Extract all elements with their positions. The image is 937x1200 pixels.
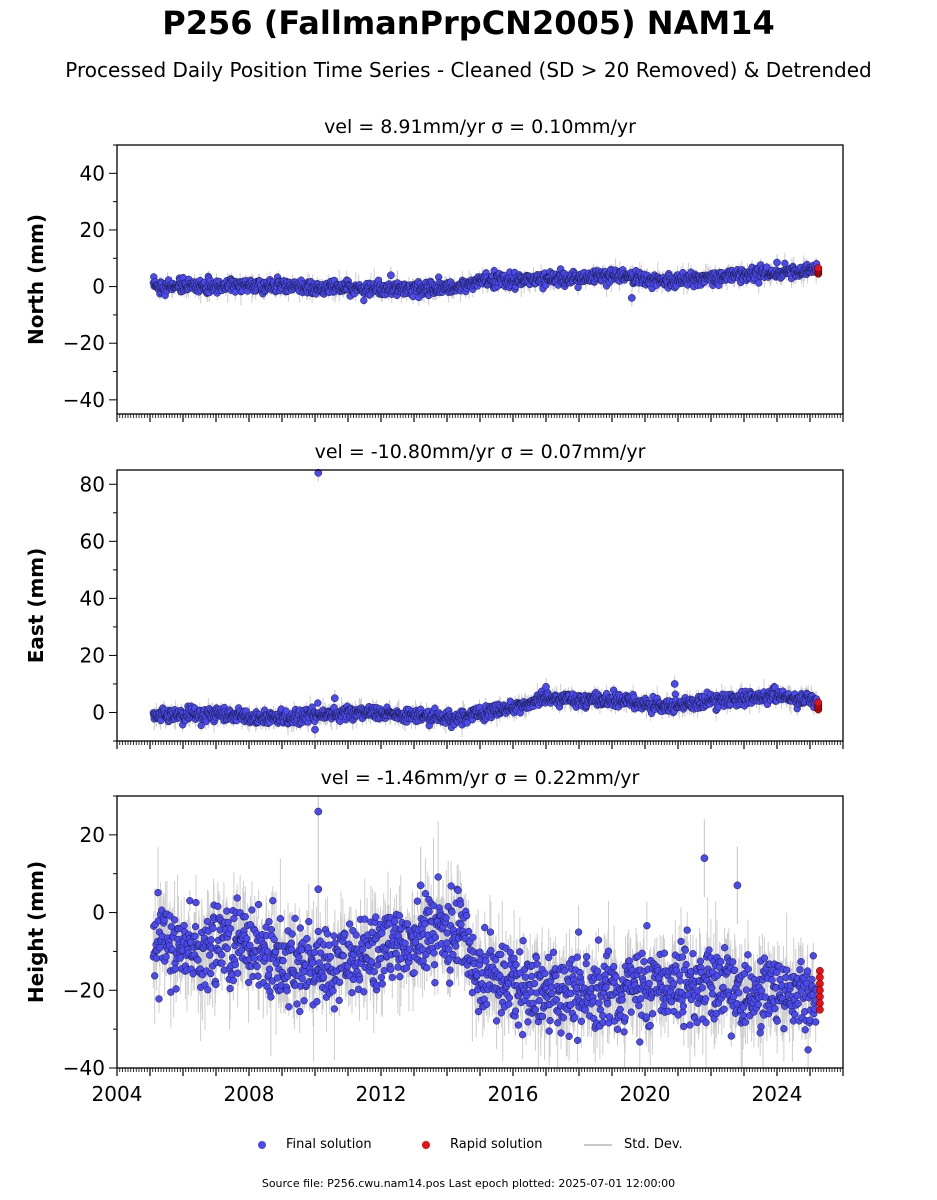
- series-final: [149, 469, 821, 739]
- final-points: [149, 258, 821, 305]
- y-axis-label: East (mm): [24, 548, 48, 664]
- y-tick-label: 40: [80, 161, 105, 185]
- final-point: [314, 699, 322, 707]
- rapid-point: [814, 264, 823, 273]
- y-axis-label: North (mm): [24, 214, 48, 345]
- y-tick-label: −40: [63, 388, 105, 412]
- chart-subtitle: Processed Daily Position Time Series - C…: [0, 58, 937, 82]
- y-tick-label: −20: [63, 331, 105, 355]
- final-point: [781, 259, 789, 267]
- final-point: [755, 279, 763, 287]
- panel-title: vel = 8.91mm/yr σ = 0.10mm/yr: [324, 116, 636, 138]
- y-tick-label: 20: [80, 218, 105, 242]
- series-rapid: [814, 264, 823, 278]
- panel-title: vel = -10.80mm/yr σ = 0.07mm/yr: [315, 441, 646, 463]
- y-tick-label: 0: [92, 275, 105, 299]
- final-point: [360, 296, 368, 305]
- final-points: [149, 469, 821, 734]
- chart-title: P256 (FallmanPrpCN2005) NAM14: [0, 4, 937, 42]
- panel-2: vel = -10.80mm/yr σ = 0.07mm/yr East (mm)…: [24, 441, 844, 749]
- outlier-point: [387, 271, 395, 280]
- outlier-point: [773, 258, 781, 267]
- outlier-point: [627, 294, 636, 302]
- series-final: [149, 252, 821, 307]
